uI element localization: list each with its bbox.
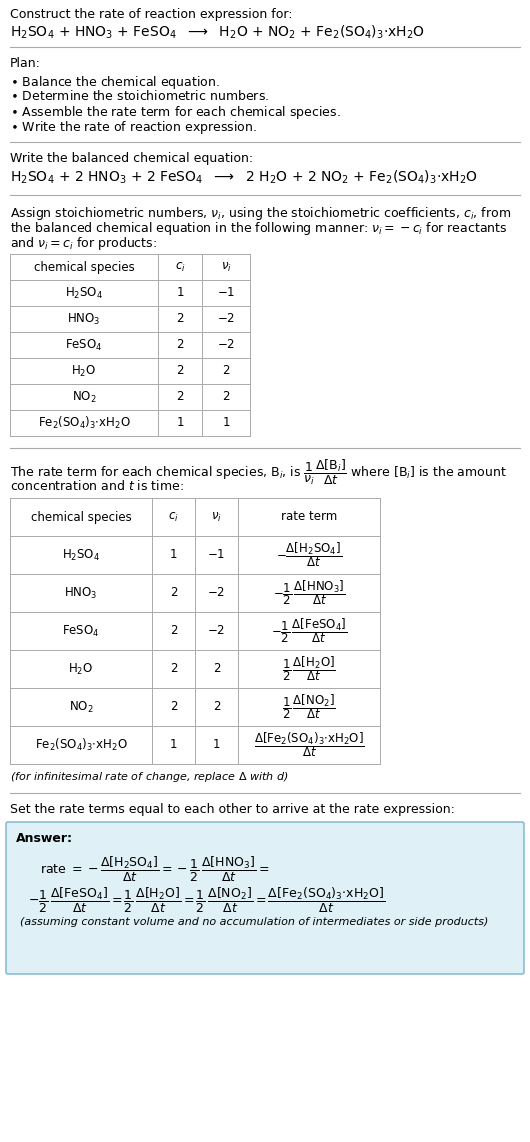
Text: (for infinitesimal rate of change, replace $\Delta$ with $d$): (for infinitesimal rate of change, repla… [10, 770, 289, 785]
Text: $\dfrac{1}{2}\,\dfrac{\Delta[\mathrm{H_2O}]}{\Delta t}$: $\dfrac{1}{2}\,\dfrac{\Delta[\mathrm{H_2… [282, 654, 336, 683]
Text: 1: 1 [222, 417, 229, 429]
Text: Assign stoichiometric numbers, $\nu_i$, using the stoichiometric coefficients, $: Assign stoichiometric numbers, $\nu_i$, … [10, 206, 511, 222]
Text: 2: 2 [213, 662, 220, 676]
Text: rate term: rate term [281, 510, 337, 523]
Text: Construct the rate of reaction expression for:: Construct the rate of reaction expressio… [10, 8, 293, 21]
Text: $-2$: $-2$ [217, 313, 235, 325]
Text: $-2$: $-2$ [217, 338, 235, 352]
Text: $\mathrm{H_2O}$: $\mathrm{H_2O}$ [72, 363, 96, 378]
Text: Answer:: Answer: [16, 833, 73, 845]
Text: $-\dfrac{\Delta[\mathrm{H_2SO_4}]}{\Delta t}$: $-\dfrac{\Delta[\mathrm{H_2SO_4}]}{\Delt… [276, 540, 342, 570]
Text: and $\nu_i = c_i$ for products:: and $\nu_i = c_i$ for products: [10, 235, 157, 252]
Text: $\mathrm{FeSO_4}$: $\mathrm{FeSO_4}$ [65, 337, 103, 353]
Text: Plan:: Plan: [10, 57, 41, 70]
Text: $-\dfrac{1}{2}\,\dfrac{\Delta[\mathrm{FeSO_4}]}{\Delta t}$: $-\dfrac{1}{2}\,\dfrac{\Delta[\mathrm{Fe… [271, 617, 347, 645]
Text: $\mathrm{NO_2}$: $\mathrm{NO_2}$ [72, 389, 96, 404]
Text: $\bullet$ Balance the chemical equation.: $\bullet$ Balance the chemical equation. [10, 74, 220, 91]
Text: $\bullet$ Determine the stoichiometric numbers.: $\bullet$ Determine the stoichiometric n… [10, 89, 269, 103]
Text: 2: 2 [222, 364, 229, 378]
Text: rate $= -\dfrac{\Delta[\mathrm{H_2SO_4}]}{\Delta t} = -\dfrac{1}{2}\,\dfrac{\Del: rate $= -\dfrac{\Delta[\mathrm{H_2SO_4}]… [40, 855, 270, 884]
Text: $\bullet$ Write the rate of reaction expression.: $\bullet$ Write the rate of reaction exp… [10, 119, 257, 136]
Text: $\mathrm{H_2SO_4}$ + 2 $\mathrm{HNO_3}$ + 2 $\mathrm{FeSO_4}$  $\longrightarrow$: $\mathrm{H_2SO_4}$ + 2 $\mathrm{HNO_3}$ … [10, 169, 478, 186]
Text: $\mathrm{H_2O}$: $\mathrm{H_2O}$ [68, 661, 94, 676]
Text: $\mathrm{H_2SO_4}$: $\mathrm{H_2SO_4}$ [65, 286, 103, 300]
Text: 2: 2 [222, 391, 229, 403]
Text: 1: 1 [170, 548, 177, 562]
Text: $\mathrm{H_2SO_4}$ + $\mathrm{HNO_3}$ + $\mathrm{FeSO_4}$  $\longrightarrow$  $\: $\mathrm{H_2SO_4}$ + $\mathrm{HNO_3}$ + … [10, 24, 425, 41]
Text: 2: 2 [176, 313, 184, 325]
Text: $\mathrm{HNO_3}$: $\mathrm{HNO_3}$ [67, 312, 101, 327]
FancyBboxPatch shape [6, 822, 524, 974]
Text: $\nu_i$: $\nu_i$ [220, 260, 232, 274]
Text: 2: 2 [176, 364, 184, 378]
Text: $\mathrm{Fe_2(SO_4)_3{\cdot}xH_2O}$: $\mathrm{Fe_2(SO_4)_3{\cdot}xH_2O}$ [38, 415, 130, 431]
Text: $-1$: $-1$ [217, 287, 235, 299]
Text: $c_i$: $c_i$ [175, 260, 186, 274]
Text: chemical species: chemical species [31, 510, 131, 523]
Text: concentration and $t$ is time:: concentration and $t$ is time: [10, 478, 184, 493]
Text: 1: 1 [176, 287, 184, 299]
Text: $-2$: $-2$ [207, 587, 226, 600]
Text: Write the balanced chemical equation:: Write the balanced chemical equation: [10, 152, 253, 164]
Text: 2: 2 [170, 625, 177, 637]
Text: 1: 1 [213, 739, 220, 751]
Text: 2: 2 [176, 391, 184, 403]
Text: The rate term for each chemical species, $\mathrm{B}_i$, is $\dfrac{1}{\nu_i}\df: The rate term for each chemical species,… [10, 458, 507, 488]
Text: $c_i$: $c_i$ [168, 510, 179, 523]
Text: 1: 1 [176, 417, 184, 429]
Text: $\mathrm{H_2SO_4}$: $\mathrm{H_2SO_4}$ [62, 547, 100, 563]
Text: 2: 2 [170, 587, 177, 600]
Text: $\mathrm{Fe_2(SO_4)_3{\cdot}xH_2O}$: $\mathrm{Fe_2(SO_4)_3{\cdot}xH_2O}$ [34, 737, 127, 753]
Text: $\bullet$ Assemble the rate term for each chemical species.: $\bullet$ Assemble the rate term for eac… [10, 104, 341, 121]
Text: $\dfrac{\Delta[\mathrm{Fe_2(SO_4)_3{\cdot}xH_2O}]}{\Delta t}$: $\dfrac{\Delta[\mathrm{Fe_2(SO_4)_3{\cdo… [254, 731, 364, 759]
Text: Set the rate terms equal to each other to arrive at the rate expression:: Set the rate terms equal to each other t… [10, 803, 455, 817]
Text: $-1$: $-1$ [207, 548, 226, 562]
Text: $-2$: $-2$ [207, 625, 226, 637]
Text: $\mathrm{FeSO_4}$: $\mathrm{FeSO_4}$ [62, 624, 100, 638]
Text: $\mathrm{NO_2}$: $\mathrm{NO_2}$ [69, 699, 93, 715]
Text: 2: 2 [170, 662, 177, 676]
Text: $-\dfrac{1}{2}\,\dfrac{\Delta[\mathrm{HNO_3}]}{\Delta t}$: $-\dfrac{1}{2}\,\dfrac{\Delta[\mathrm{HN… [273, 579, 345, 608]
Text: (assuming constant volume and no accumulation of intermediates or side products): (assuming constant volume and no accumul… [20, 917, 488, 927]
Text: $\mathrm{HNO_3}$: $\mathrm{HNO_3}$ [64, 586, 98, 601]
Text: chemical species: chemical species [33, 260, 135, 273]
Text: $-\dfrac{1}{2}\,\dfrac{\Delta[\mathrm{FeSO_4}]}{\Delta t} = \dfrac{1}{2}\,\dfrac: $-\dfrac{1}{2}\,\dfrac{\Delta[\mathrm{Fe… [28, 886, 385, 915]
Text: the balanced chemical equation in the following manner: $\nu_i = -c_i$ for react: the balanced chemical equation in the fo… [10, 220, 508, 238]
Text: $\nu_i$: $\nu_i$ [211, 510, 222, 523]
Text: 2: 2 [213, 700, 220, 714]
Text: $\dfrac{1}{2}\,\dfrac{\Delta[\mathrm{NO_2}]}{\Delta t}$: $\dfrac{1}{2}\,\dfrac{\Delta[\mathrm{NO_… [282, 692, 336, 722]
Text: 1: 1 [170, 739, 177, 751]
Text: 2: 2 [170, 700, 177, 714]
Text: 2: 2 [176, 338, 184, 352]
